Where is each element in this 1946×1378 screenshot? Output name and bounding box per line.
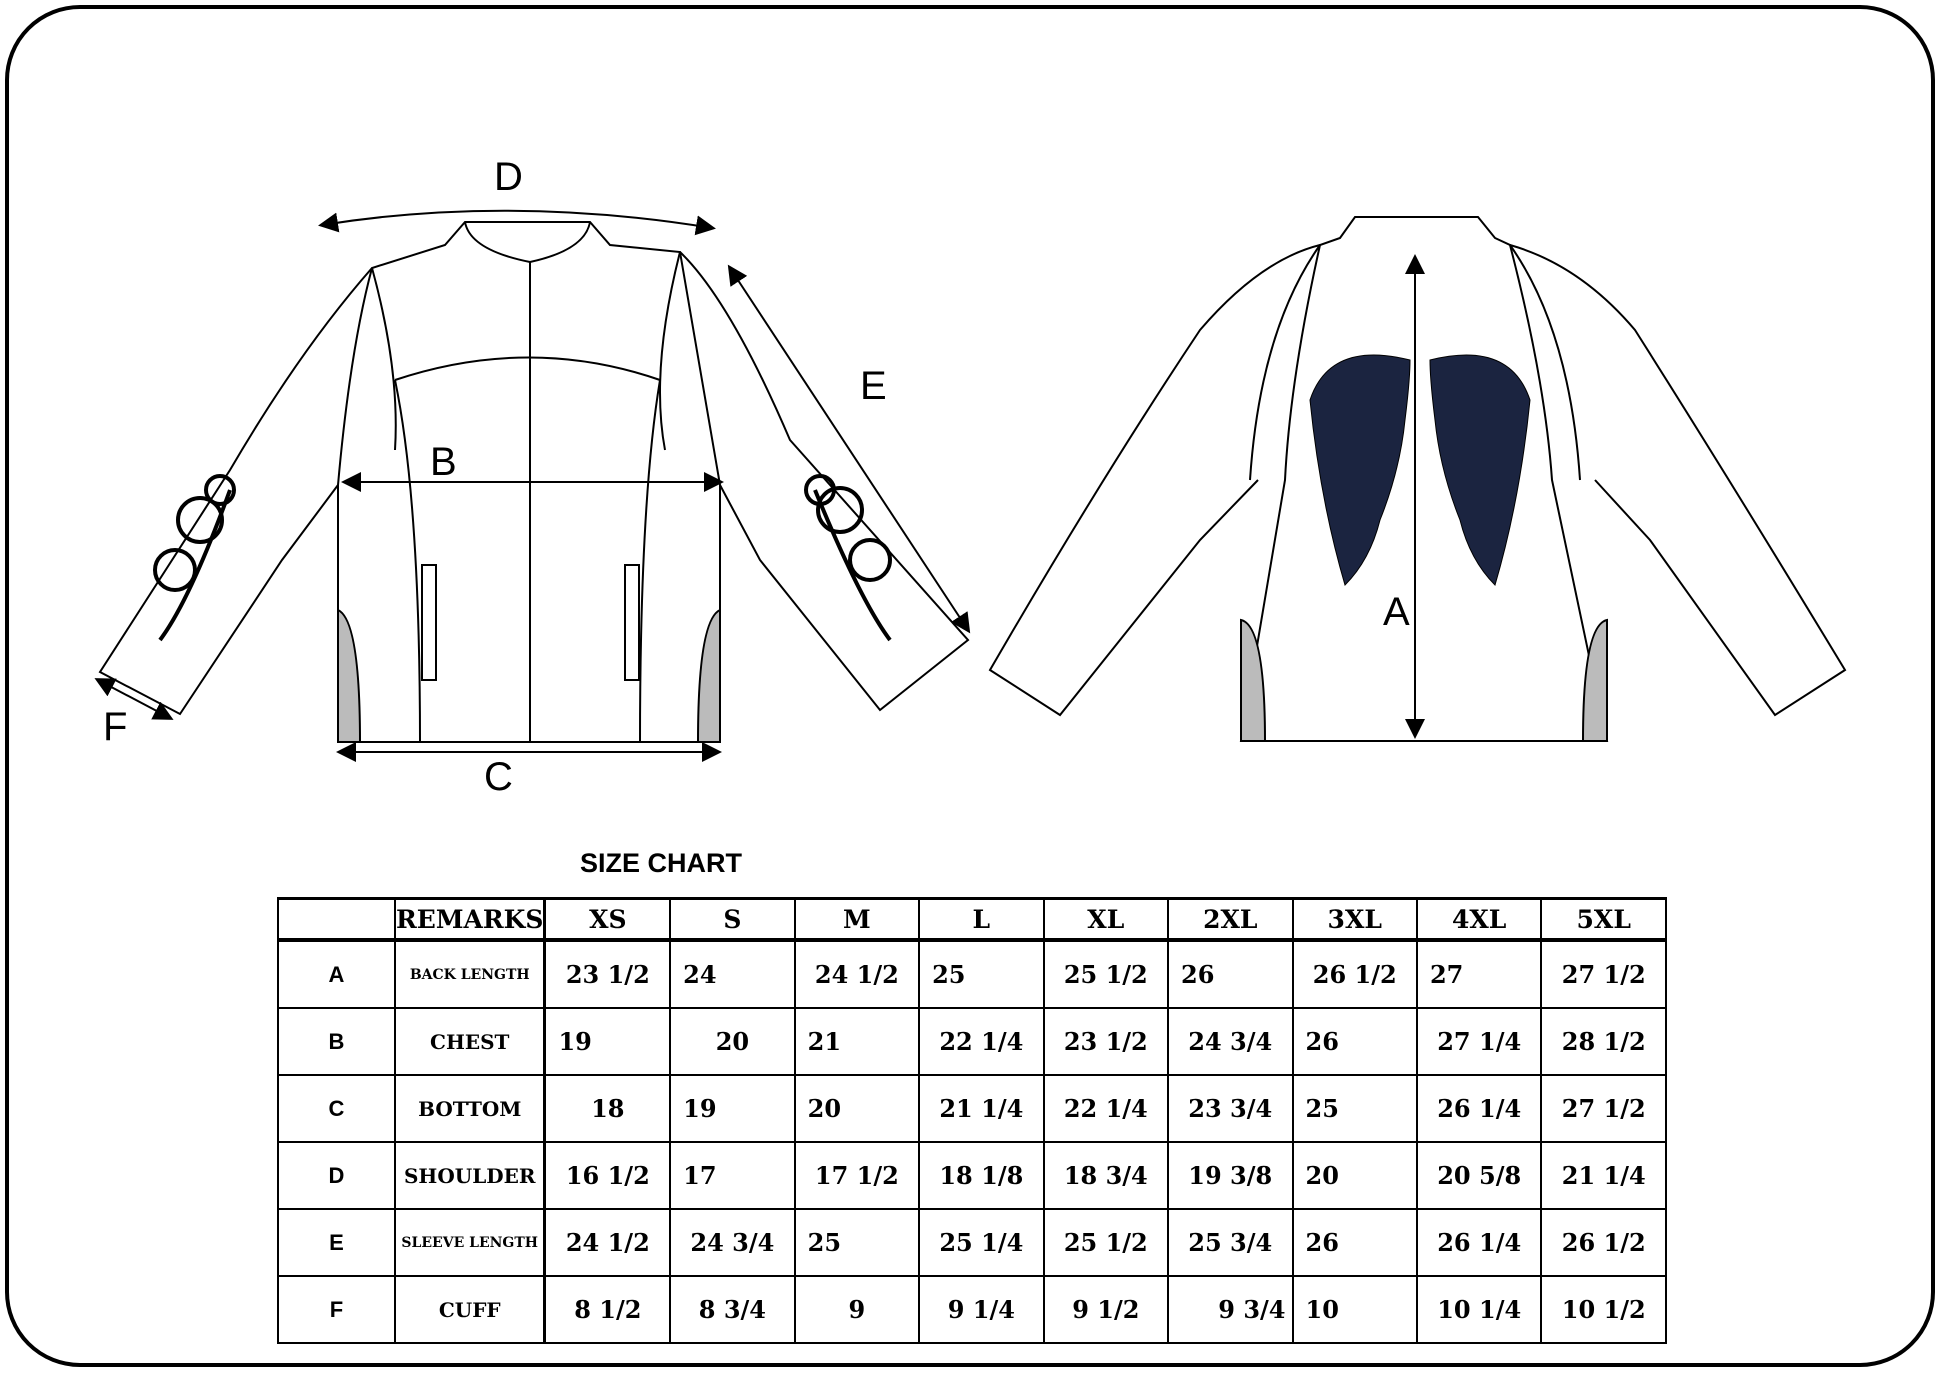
size-value-cell: 26 xyxy=(1291,1007,1418,1076)
sleeve-scroll-ornament-right xyxy=(804,474,892,642)
size-value-cell: 17 xyxy=(669,1141,796,1210)
size-value-cell: 24 3/4 xyxy=(1167,1007,1294,1076)
table-row: E SLEEVE LENGTH 24 1/2 24 3/4 25 25 1/4 25 1/2… xyxy=(277,1208,1667,1277)
header-cell: S xyxy=(669,897,796,942)
row-remark: BACK LENGTH xyxy=(394,939,547,1009)
angel-wings-graphic xyxy=(1309,354,1531,586)
label-a: A xyxy=(1383,590,1410,634)
row-remark: CUFF xyxy=(394,1275,547,1344)
size-value-cell: 25 1/4 xyxy=(918,1208,1045,1277)
size-value-cell: 25 xyxy=(1291,1074,1418,1143)
size-value-cell: 26 xyxy=(1167,939,1294,1009)
header-cell: REMARKS xyxy=(394,897,547,942)
size-value-cell: 9 1/4 xyxy=(918,1275,1045,1344)
size-value-cell: 25 1/2 xyxy=(1042,939,1170,1009)
size-chart-title: SIZE CHART xyxy=(580,848,742,878)
label-f: F xyxy=(103,705,128,749)
size-value-cell: 20 xyxy=(1291,1141,1418,1210)
size-value-cell: 10 1/4 xyxy=(1415,1275,1543,1344)
size-value-cell: 26 xyxy=(1291,1208,1418,1277)
row-key: C xyxy=(277,1074,396,1143)
size-value-cell: 28 1/2 xyxy=(1540,1007,1667,1076)
size-value-cell: 25 xyxy=(793,1208,921,1277)
size-value-cell: 24 1/2 xyxy=(793,939,921,1009)
header-cell: XL xyxy=(1042,897,1170,942)
size-value-cell: 24 xyxy=(669,939,796,1009)
size-value-cell: 25 3/4 xyxy=(1167,1208,1294,1277)
size-value-cell: 20 xyxy=(669,1007,796,1076)
sleeve-scroll-ornament-left xyxy=(153,474,236,642)
table-row: C BOTTOM 18 19 20 21 1/4 22 1/4 23 3/4 25 26 1/4 2… xyxy=(277,1074,1667,1143)
row-key: B xyxy=(277,1007,396,1076)
size-value-cell: 17 1/2 xyxy=(793,1141,921,1210)
row-key: F xyxy=(277,1275,396,1344)
header-cell: 2XL xyxy=(1167,897,1294,942)
size-value-cell: 8 1/2 xyxy=(543,1275,672,1344)
header-cell: 5XL xyxy=(1540,897,1667,942)
table-row: F CUFF 8 1/2 8 3/4 9 9 1/4 9 1/2 9 3/4 10 10 1/4 1… xyxy=(277,1275,1667,1344)
table-row: D SHOULDER 16 1/2 17 17 1/2 18 1/8 18 3/4 19 3/… xyxy=(277,1141,1667,1210)
size-value-cell: 21 1/4 xyxy=(1540,1141,1667,1210)
size-value-cell: 10 xyxy=(1291,1275,1418,1344)
size-value-cell: 24 3/4 xyxy=(669,1208,796,1277)
size-value-cell: 8 3/4 xyxy=(669,1275,796,1344)
size-value-cell: 19 xyxy=(669,1074,796,1143)
size-value-cell: 27 1/4 xyxy=(1415,1007,1543,1076)
size-value-cell: 26 1/2 xyxy=(1291,939,1418,1009)
front-jacket xyxy=(94,209,971,762)
header-cell: M xyxy=(793,897,921,942)
table-header-row: REMARKS XS S M L XL 2XL 3XL 4XL 5XL xyxy=(277,897,1667,942)
table-row: B CHEST 19 20 21 22 1/4 23 1/2 24 3/4 26 27 1/4 28… xyxy=(277,1007,1667,1076)
size-value-cell: 22 1/4 xyxy=(918,1007,1045,1076)
label-c: C xyxy=(484,755,513,799)
size-chart-table: REMARKS XS S M L XL 2XL 3XL 4XL 5XL A BAC… xyxy=(277,897,1667,1344)
size-value-cell: 23 1/2 xyxy=(1042,1007,1170,1076)
row-key: D xyxy=(277,1141,396,1210)
size-value-cell: 9 xyxy=(793,1275,921,1344)
header-cell: XS xyxy=(543,897,672,942)
size-value-cell: 27 1/2 xyxy=(1540,1074,1667,1143)
size-value-cell: 22 1/4 xyxy=(1042,1074,1170,1143)
header-cell xyxy=(277,897,396,942)
size-value-cell: 27 1/2 xyxy=(1540,939,1667,1009)
page-frame xyxy=(5,5,1935,1367)
header-cell: L xyxy=(918,897,1045,942)
size-value-cell: 18 1/8 xyxy=(918,1141,1045,1210)
row-key: A xyxy=(277,939,396,1009)
row-remark: BOTTOM xyxy=(394,1074,547,1143)
size-value-cell: 20 xyxy=(793,1074,921,1143)
size-value-cell: 23 3/4 xyxy=(1167,1074,1294,1143)
size-value-cell: 26 1/4 xyxy=(1415,1208,1543,1277)
back-jacket xyxy=(988,216,1847,742)
size-value-cell: 10 1/2 xyxy=(1540,1275,1667,1344)
row-remark: SHOULDER xyxy=(394,1141,547,1210)
row-remark: CHEST xyxy=(394,1007,547,1076)
size-value-cell: 19 xyxy=(543,1007,672,1076)
label-b: B xyxy=(430,440,457,484)
size-value-cell: 18 xyxy=(543,1074,672,1143)
size-value-cell: 9 1/2 xyxy=(1042,1275,1170,1344)
size-value-cell: 18 3/4 xyxy=(1042,1141,1170,1210)
size-value-cell: 24 1/2 xyxy=(543,1208,672,1277)
size-value-cell: 16 1/2 xyxy=(543,1141,672,1210)
label-e: E xyxy=(860,364,887,408)
row-remark: SLEEVE LENGTH xyxy=(394,1208,547,1277)
header-cell: 4XL xyxy=(1415,897,1543,942)
size-value-cell: 23 1/2 xyxy=(543,939,672,1009)
size-value-cell: 27 xyxy=(1415,939,1543,1009)
size-value-cell: 21 1/4 xyxy=(918,1074,1045,1143)
size-value-cell: 19 3/8 xyxy=(1167,1141,1294,1210)
size-value-cell: 20 5/8 xyxy=(1415,1141,1543,1210)
size-value-cell: 21 xyxy=(793,1007,921,1076)
size-value-cell: 25 1/2 xyxy=(1042,1208,1170,1277)
label-d: D xyxy=(494,155,523,199)
size-value-cell: 9 3/4 xyxy=(1167,1275,1294,1344)
row-key: E xyxy=(277,1208,396,1277)
table-row: A BACK LENGTH 23 1/2 24 24 1/2 25 25 1/2 26 26 1… xyxy=(277,939,1667,1009)
size-value-cell: 25 xyxy=(918,939,1045,1009)
size-value-cell: 26 1/4 xyxy=(1415,1074,1543,1143)
size-value-cell: 26 1/2 xyxy=(1540,1208,1667,1277)
header-cell: 3XL xyxy=(1291,897,1418,942)
